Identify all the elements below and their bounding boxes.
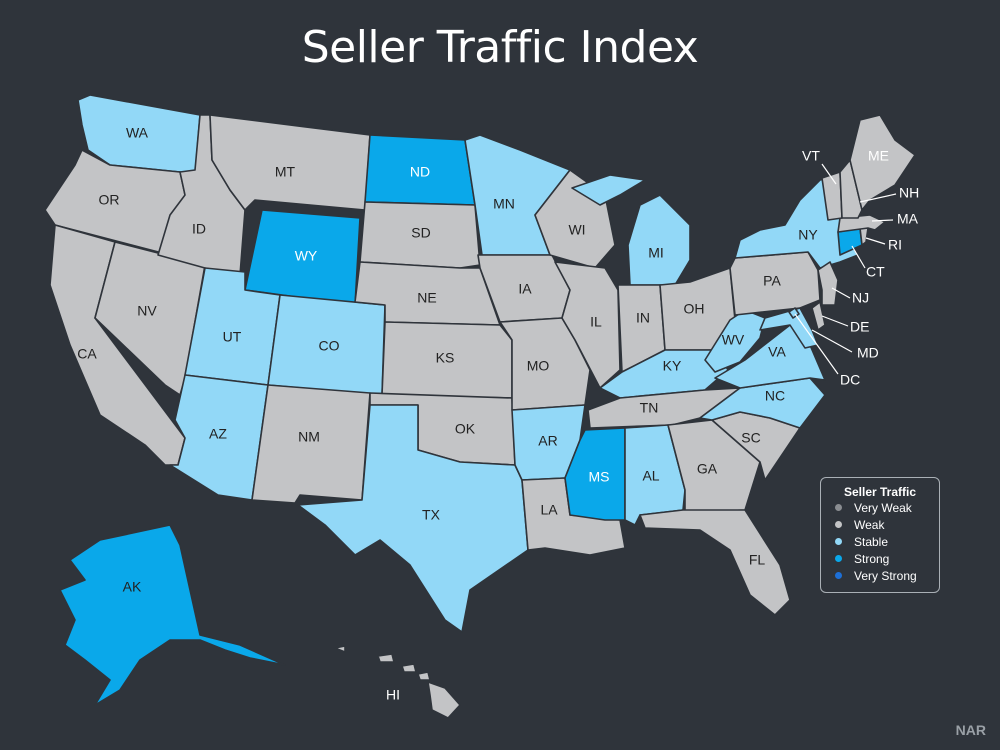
label-mi: MI bbox=[648, 245, 664, 261]
leader-dc bbox=[794, 313, 839, 375]
label-hi: HI bbox=[386, 687, 400, 703]
legend-item-very-strong: Very Strong bbox=[835, 567, 939, 584]
label-nm: NM bbox=[298, 429, 320, 445]
label-wa: WA bbox=[126, 125, 149, 141]
label-nh: NH bbox=[899, 185, 919, 201]
state-tx[interactable] bbox=[297, 404, 529, 633]
label-oh: OH bbox=[684, 301, 705, 317]
label-fl: FL bbox=[749, 552, 766, 568]
label-ak: AK bbox=[123, 579, 142, 595]
state-sd[interactable] bbox=[359, 201, 481, 269]
label-nv: NV bbox=[137, 303, 157, 319]
source-credit: NAR bbox=[955, 722, 986, 738]
label-sc: SC bbox=[741, 430, 760, 446]
legend-item-stable: Stable bbox=[835, 533, 939, 550]
label-tx: TX bbox=[422, 507, 441, 523]
legend-label: Very Weak bbox=[854, 500, 912, 515]
state-ri[interactable] bbox=[859, 227, 869, 246]
legend-title: Seller Traffic bbox=[843, 485, 917, 499]
label-pa: PA bbox=[763, 273, 781, 289]
state-nh[interactable] bbox=[839, 159, 863, 219]
legend-label: Stable bbox=[854, 534, 889, 549]
state-md[interactable] bbox=[759, 307, 819, 349]
label-ms: MS bbox=[589, 469, 610, 485]
state-ak[interactable] bbox=[59, 524, 286, 706]
legend-dot-stable bbox=[835, 538, 842, 545]
label-la: LA bbox=[540, 502, 558, 518]
state-mt[interactable] bbox=[209, 114, 371, 211]
label-md: MD bbox=[857, 345, 879, 361]
label-ar: AR bbox=[538, 433, 557, 449]
label-ma: MA bbox=[897, 211, 919, 227]
state-me[interactable] bbox=[849, 114, 916, 211]
label-id: ID bbox=[192, 221, 206, 237]
legend-dot-strong bbox=[835, 555, 842, 562]
state-nj[interactable] bbox=[817, 261, 839, 306]
label-nd: ND bbox=[410, 164, 430, 180]
label-ct: CT bbox=[866, 264, 885, 280]
label-vt: VT bbox=[802, 148, 820, 164]
leader-ct bbox=[851, 245, 866, 269]
label-sd: SD bbox=[411, 225, 430, 241]
label-me: ME bbox=[868, 148, 889, 164]
label-ny: NY bbox=[798, 227, 818, 243]
label-tn: TN bbox=[640, 400, 659, 416]
label-ut: UT bbox=[223, 329, 242, 345]
label-ia: IA bbox=[518, 281, 532, 297]
state-de[interactable] bbox=[811, 301, 826, 331]
label-ok: OK bbox=[455, 421, 476, 437]
state-va[interactable] bbox=[714, 324, 826, 389]
label-ne: NE bbox=[417, 290, 436, 306]
leader-md bbox=[811, 329, 853, 353]
map-title: Seller Traffic Index bbox=[301, 22, 699, 73]
legend-label: Weak bbox=[854, 517, 885, 532]
leader-de bbox=[821, 315, 849, 327]
label-va: VA bbox=[768, 344, 786, 360]
label-mt: MT bbox=[275, 164, 296, 180]
label-co: CO bbox=[319, 338, 340, 354]
label-wy: WY bbox=[295, 248, 318, 264]
label-il: IL bbox=[590, 314, 602, 330]
label-wv: WV bbox=[722, 332, 745, 348]
leader-nj bbox=[831, 287, 851, 299]
leader-vt bbox=[821, 163, 837, 185]
label-mn: MN bbox=[493, 196, 515, 212]
label-ri: RI bbox=[888, 237, 902, 253]
leader-ma bbox=[871, 219, 894, 222]
state-fl[interactable] bbox=[639, 509, 791, 616]
legend-label: Very Strong bbox=[854, 568, 917, 583]
leader-ri bbox=[865, 237, 886, 245]
legend-dot-very-weak bbox=[835, 504, 842, 511]
label-ks: KS bbox=[436, 350, 455, 366]
leader-nh bbox=[859, 193, 897, 203]
label-ca: CA bbox=[77, 346, 97, 362]
label-ky: KY bbox=[663, 358, 682, 374]
label-de: DE bbox=[850, 319, 869, 335]
legend-item-weak: Weak bbox=[835, 516, 939, 533]
legend-item-very-weak: Very Weak bbox=[835, 499, 939, 516]
label-in: IN bbox=[636, 310, 650, 326]
state-ma[interactable] bbox=[837, 214, 886, 233]
legend: Seller Traffic Very Weak Weak Stable Str… bbox=[820, 477, 940, 593]
legend-label: Strong bbox=[854, 551, 890, 566]
label-wi: WI bbox=[568, 222, 585, 238]
label-nj: NJ bbox=[852, 290, 869, 306]
legend-dot-weak bbox=[835, 521, 842, 528]
label-ga: GA bbox=[697, 461, 718, 477]
label-nc: NC bbox=[765, 388, 785, 404]
label-mo: MO bbox=[527, 358, 550, 374]
label-al: AL bbox=[642, 468, 659, 484]
legend-item-strong: Strong bbox=[835, 550, 939, 567]
label-dc: DC bbox=[840, 372, 860, 388]
legend-dot-very-strong bbox=[835, 572, 842, 579]
state-hi[interactable] bbox=[334, 645, 461, 719]
label-az: AZ bbox=[209, 426, 227, 442]
state-mi[interactable] bbox=[571, 174, 691, 286]
label-or: OR bbox=[99, 192, 120, 208]
